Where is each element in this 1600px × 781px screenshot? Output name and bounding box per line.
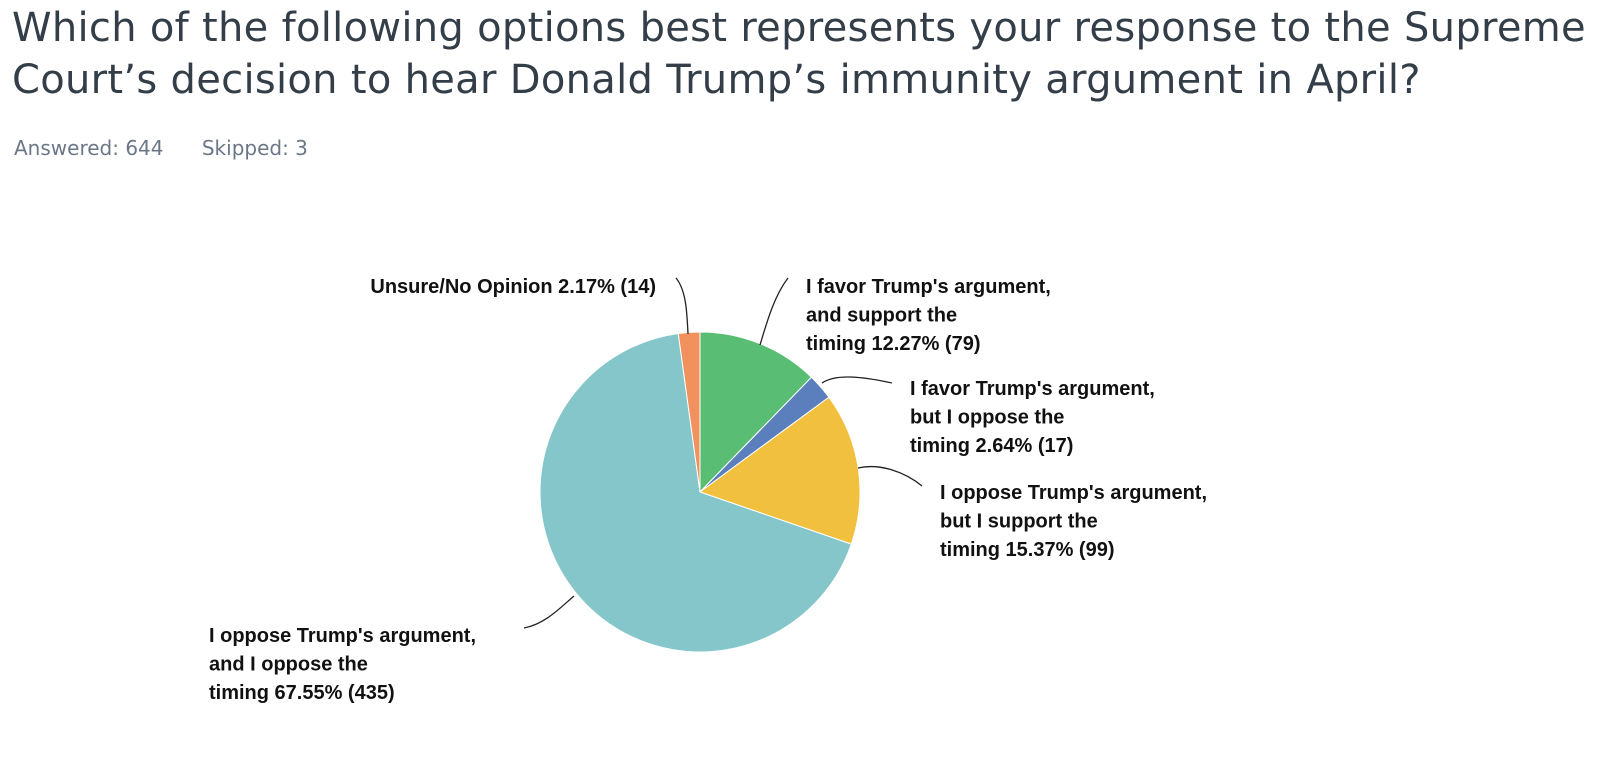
slice-label-5: Unsure/No Opinion 2.17% (14) — [370, 276, 656, 298]
leader-line-2 — [821, 376, 893, 384]
skipped-count: Skipped: 3 — [201, 136, 308, 160]
leader-line-3 — [857, 465, 923, 487]
pie-slice-5 — [677, 331, 701, 493]
slice-label-1: I favor Trump's argument, and support the… — [806, 276, 1051, 355]
pie-slices — [539, 331, 861, 653]
leader-line-1 — [759, 277, 789, 346]
slice-label-2: I favor Trump's argument, but I oppose th… — [910, 378, 1155, 457]
slice-labels: I favor Trump's argument, and support the… — [209, 276, 1207, 704]
slice-label-line: Unsure/No Opinion 2.17% (14) — [370, 276, 656, 298]
slice-label-4: I oppose Trump's argument, and I oppose t… — [209, 625, 476, 704]
slice-label-line: I favor Trump's argument, — [806, 276, 1051, 298]
answered-count: Answered: 644 — [14, 136, 164, 160]
slice-label-line: I oppose Trump's argument, — [209, 625, 476, 647]
slice-label-3: I oppose Trump's argument, but I support … — [940, 482, 1207, 561]
slice-label-line: timing 2.64% (17) — [910, 435, 1073, 457]
pie-slice-4 — [539, 332, 852, 653]
slice-label-line: timing 15.37% (99) — [940, 539, 1115, 561]
slice-label-line: I oppose Trump's argument, — [940, 482, 1207, 504]
slice-label-line: and I oppose the — [209, 654, 368, 676]
slice-label-line: but I support the — [940, 511, 1098, 533]
leader-line-5 — [675, 277, 689, 335]
slice-label-line: timing 12.27% (79) — [806, 333, 981, 355]
leader-lines — [523, 277, 923, 629]
slice-label-line: timing 67.55% (435) — [209, 682, 395, 704]
slice-label-line: and support the — [806, 305, 957, 327]
leader-line-4 — [523, 595, 575, 629]
slice-label-line: but I oppose the — [910, 407, 1064, 429]
question-title: Which of the following options best repr… — [12, 5, 1586, 103]
slice-label-line: I favor Trump's argument, — [910, 378, 1155, 400]
response-stats: Answered: 644 Skipped: 3 — [14, 136, 340, 160]
